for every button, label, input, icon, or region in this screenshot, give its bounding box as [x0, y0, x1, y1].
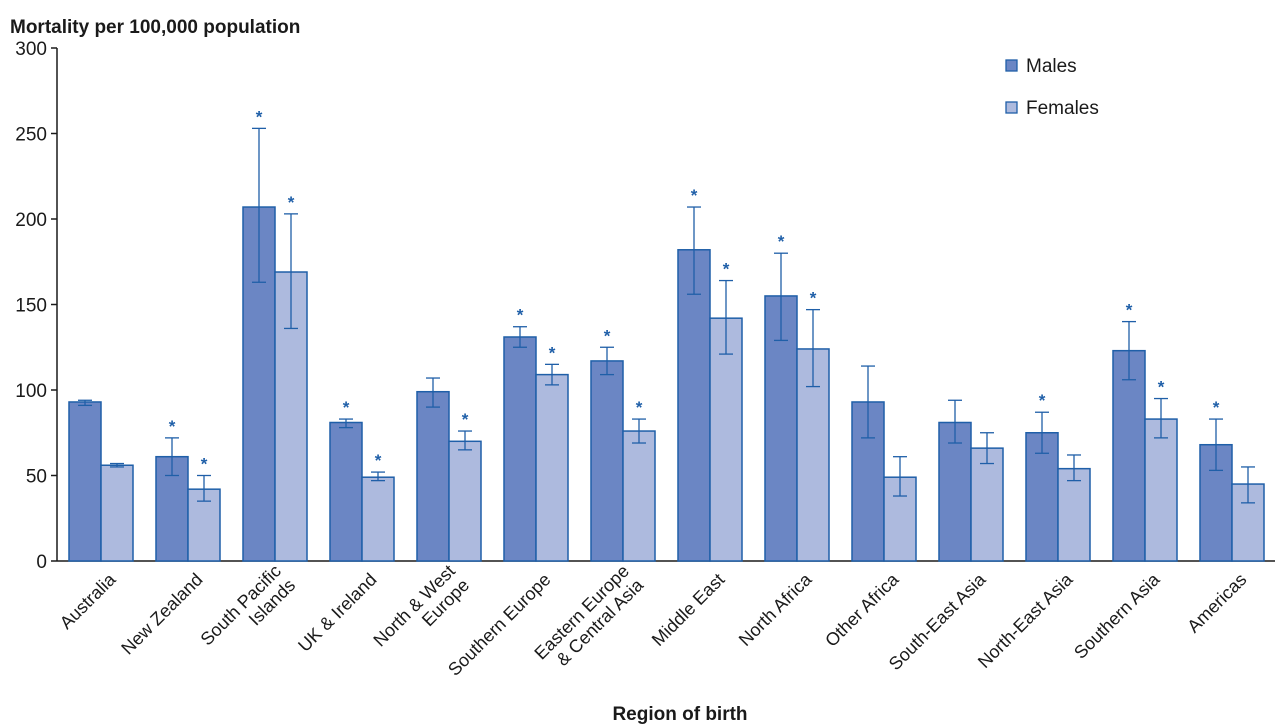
- significance-star: *: [1039, 391, 1046, 410]
- y-tick-label: 200: [15, 210, 47, 231]
- significance-star: *: [462, 410, 469, 429]
- significance-star: *: [256, 107, 263, 126]
- category-label-line: Southern Asia: [1070, 569, 1164, 663]
- significance-star: *: [1213, 398, 1220, 417]
- significance-star: *: [343, 398, 350, 417]
- error-bars: [78, 127, 1255, 504]
- legend-label-females: Females: [1026, 98, 1099, 119]
- category-label-line: Middle East: [648, 569, 729, 650]
- category-label: New Zealand: [117, 569, 206, 658]
- significance-star: *: [549, 343, 556, 362]
- category-label: Americas: [1183, 569, 1250, 636]
- bar-females: [970, 447, 1004, 562]
- bar-males: [68, 401, 102, 562]
- bar-females: [535, 373, 569, 562]
- bar-females: [448, 440, 482, 562]
- category-label-line: Other Africa: [821, 569, 903, 651]
- significance-star: *: [723, 260, 730, 279]
- bar-females: [1057, 467, 1091, 562]
- category-label-line: UK & Ireland: [294, 569, 380, 655]
- y-tick-label: 300: [15, 39, 47, 60]
- y-tick-label: 0: [36, 552, 47, 573]
- category-label-line: North Africa: [735, 569, 816, 650]
- bar-females: [709, 317, 743, 562]
- significance-star: *: [1158, 378, 1165, 397]
- significance-star: *: [517, 306, 524, 325]
- significance-star: *: [201, 455, 208, 474]
- significance-star: *: [636, 398, 643, 417]
- category-label-line: Americas: [1183, 569, 1250, 636]
- bar-males: [1025, 432, 1059, 562]
- significance-star: *: [810, 289, 817, 308]
- legend-label-males: Males: [1026, 56, 1077, 77]
- bar-males: [503, 336, 537, 562]
- category-label: Southern Asia: [1070, 569, 1164, 663]
- category-label-line: Australia: [56, 569, 120, 633]
- significance-star: *: [691, 186, 698, 205]
- bar-females: [100, 464, 134, 562]
- category-label: North & WestEurope: [369, 561, 473, 665]
- bar-males: [677, 249, 711, 562]
- y-tick-label: 50: [26, 467, 47, 488]
- y-tick-label: 100: [15, 381, 47, 402]
- category-label: Australia: [56, 569, 120, 633]
- bar-females: [883, 476, 917, 562]
- bar-males: [416, 390, 450, 562]
- significance-star: *: [778, 232, 785, 251]
- bar-males: [329, 421, 363, 562]
- significance-star: *: [604, 326, 611, 345]
- category-label-line: New Zealand: [117, 569, 206, 658]
- y-axis-title: Mortality per 100,000 population: [10, 17, 300, 38]
- y-tick-label: 250: [15, 125, 47, 146]
- category-label: Middle East: [648, 569, 729, 650]
- significance-star: *: [375, 451, 382, 470]
- bar-males: [938, 421, 972, 562]
- bar-females: [361, 476, 395, 562]
- significance-markers: * * * * * * * * * * * * * * * * * * *: [169, 107, 1220, 473]
- category-label: Other Africa: [821, 569, 903, 651]
- category-label: North Africa: [735, 569, 816, 650]
- significance-star: *: [1126, 301, 1133, 320]
- category-label: South PacificIslands: [197, 561, 300, 664]
- bar-females: [1144, 418, 1178, 562]
- x-axis-title: Region of birth: [612, 704, 747, 724]
- category-label: North-East Asia: [974, 569, 1077, 672]
- bars: [68, 206, 1265, 562]
- category-label-line: North-East Asia: [974, 569, 1077, 672]
- significance-star: *: [288, 193, 295, 212]
- y-tick-label: 150: [15, 296, 47, 317]
- legend-swatch-females: [1005, 101, 1018, 114]
- bar-males: [590, 360, 624, 562]
- significance-star: *: [169, 417, 176, 436]
- legend-swatch-males: [1005, 59, 1018, 72]
- bar-males: [1112, 349, 1146, 562]
- category-label: UK & Ireland: [294, 569, 380, 655]
- bar-females: [622, 430, 656, 562]
- legend: Males Females: [1005, 56, 1099, 119]
